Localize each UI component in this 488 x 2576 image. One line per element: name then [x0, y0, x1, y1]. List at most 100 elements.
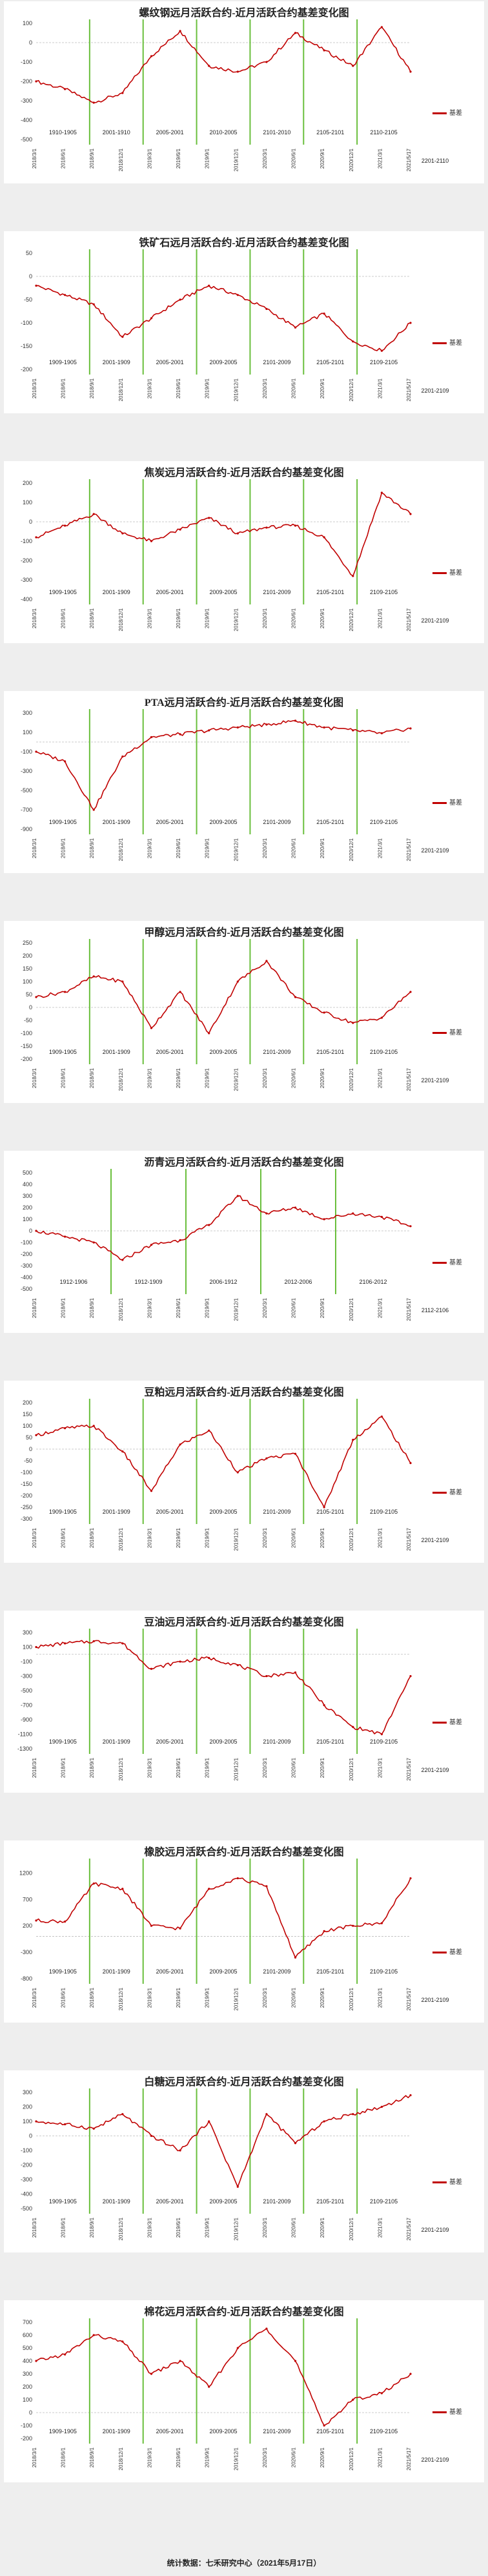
x-tick-label: 2019/9/1	[205, 378, 210, 398]
x-tick-label: 2018/9/1	[89, 1757, 95, 1778]
x-tick-label: 2018/6/1	[61, 1067, 66, 1088]
x-tick-label: 2019/6/1	[176, 378, 181, 398]
data-point	[64, 1427, 66, 1430]
chart-plot: -200 -100 0 100 200 300 400 500 600 700 1909-1905 2…	[21, 2318, 449, 2471]
y-tick-label: -100	[21, 1030, 32, 1036]
data-point	[208, 729, 210, 732]
x-tick-label: 2020/9/1	[320, 2447, 325, 2468]
x-tick-label: 2020/12/1	[349, 1757, 354, 1780]
data-point	[294, 1452, 297, 1455]
data-point	[409, 2373, 412, 2375]
legend-label: 基差	[449, 1489, 462, 1496]
data-point	[121, 336, 124, 338]
data-point	[380, 2105, 383, 2108]
x-tick-label: 2018/6/1	[61, 2217, 66, 2238]
y-tick-label: 0	[29, 273, 32, 280]
x-tick-label: 2019/3/1	[147, 608, 153, 628]
y-tick-label: -300	[21, 1673, 32, 1680]
x-tick-label: 2018/3/1	[32, 1757, 37, 1778]
period-label: 1912-1909	[134, 1279, 162, 1285]
period-label: 1909-1905	[49, 359, 77, 366]
x-tick-label: 2021/5/17	[406, 838, 412, 861]
x-tick-label: 2019/3/1	[147, 1067, 153, 1088]
data-point	[179, 2360, 181, 2362]
x-tick-label: 2018/9/1	[89, 1067, 95, 1088]
data-point	[64, 294, 66, 296]
y-tick-label: 300	[23, 1193, 32, 1199]
data-point	[179, 991, 181, 993]
x-tick-label: 2020/3/1	[262, 1527, 268, 1548]
period-label: 1909-1905	[49, 2198, 77, 2205]
data-point	[265, 526, 268, 529]
data-point	[92, 1882, 95, 1885]
period-label: 2109-2105	[370, 1049, 398, 1055]
y-tick-label: 200	[23, 2104, 32, 2110]
y-tick-label: 200	[23, 953, 32, 959]
x-tick-label: 2019/6/1	[176, 2447, 181, 2468]
legend: 基差	[432, 1487, 462, 1496]
x-tick-label: 2021/5/17	[406, 148, 412, 171]
x-tick-label: 2018/9/1	[89, 608, 95, 628]
series-line	[36, 26, 411, 103]
period-label: 2109-2105	[370, 819, 398, 825]
data-point	[35, 1230, 37, 1232]
y-tick-label: -100	[21, 1658, 32, 1665]
y-tick-label: 0	[29, 519, 32, 525]
x-tick-label: 2019/12/1	[233, 378, 239, 401]
x-tick-label: 2018/6/1	[61, 2447, 66, 2468]
period-label: 2101-2009	[263, 1738, 290, 1745]
x-tick-label: 2020/3/1	[262, 608, 268, 628]
x-tick-label: 2020/6/1	[291, 2217, 297, 2238]
y-tick-label: -500	[21, 787, 32, 794]
period-label: 2105-2101	[316, 1738, 344, 1745]
x-tick-label: 2021/5/17	[406, 378, 412, 401]
x-tick-label: 2020/6/1	[291, 608, 297, 628]
y-tick-label: 0	[29, 39, 32, 46]
x-tick-label: 2019/9/1	[205, 838, 210, 858]
x-tick-label: 2021/3/1	[377, 1297, 383, 1318]
y-tick-label: 500	[23, 1170, 32, 1176]
y-tick-label: -150	[21, 1481, 32, 1487]
period-label: 2109-2105	[370, 1738, 398, 1745]
data-point	[294, 1671, 297, 1674]
x-tick-label: 2018/9/1	[89, 1987, 95, 2008]
y-tick-label: -300	[21, 577, 32, 583]
x-tick-label: 2019/9/1	[205, 2447, 210, 2468]
data-point	[150, 2134, 153, 2138]
data-point	[294, 719, 297, 722]
data-point	[352, 1022, 354, 1024]
data-point	[35, 996, 37, 998]
x-tick-label: 2019/12/1	[233, 148, 239, 171]
x-tick-label: 2018/12/1	[118, 1527, 124, 1551]
data-point	[179, 1443, 181, 1446]
x-tick-label: 2020/12/1	[349, 608, 354, 631]
y-tick-label: 300	[23, 710, 32, 716]
chart-plot: -400 -300 -200 -100 0 100 200 1909-1905 2001-190…	[21, 479, 449, 632]
data-point	[409, 991, 412, 993]
period-label: 2009-2005	[209, 1049, 237, 1055]
x-tick-label: 2019/9/1	[205, 2217, 210, 2238]
chart-title: 棉花远月活跃合约-近月活跃合约基差变化图	[144, 2307, 344, 2318]
x-tick-label: 2018/12/1	[118, 1067, 124, 1091]
x-tick-label: 2020/6/1	[291, 1987, 297, 2008]
legend-label: 基差	[449, 340, 462, 347]
chart-plot: -300 -250 -200 -150 -100 -50 0 50 100 150 200 1909-…	[21, 1399, 449, 1551]
legend-swatch	[432, 572, 447, 574]
period-label: 2110-2105	[370, 129, 397, 136]
x-tick-label: 2020/12/1	[349, 1067, 354, 1091]
x-tick-label: 2018/9/1	[89, 1527, 95, 1548]
period-label: 2201-2109	[421, 1077, 449, 1084]
legend-swatch	[432, 342, 447, 344]
data-point	[294, 524, 297, 527]
data-point	[179, 298, 181, 301]
period-label: 2005-2001	[156, 1738, 184, 1745]
x-tick-label: 2019/6/1	[176, 148, 181, 169]
y-tick-label: 300	[23, 2371, 32, 2377]
period-label: 2101-2010	[263, 129, 290, 136]
y-tick-label: 200	[23, 2384, 32, 2390]
data-point	[323, 313, 325, 315]
y-tick-label: -700	[21, 1702, 32, 1709]
data-point	[35, 80, 37, 83]
x-tick-label: 2020/9/1	[320, 1987, 325, 2008]
x-tick-label: 2021/5/17	[406, 1527, 412, 1551]
